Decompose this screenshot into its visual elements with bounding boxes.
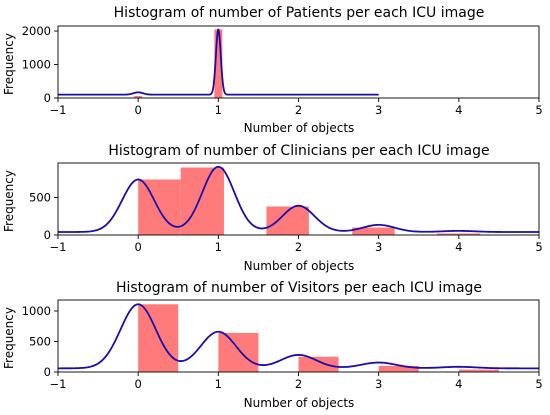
panel-title-clinicians: Histogram of number of Clinicians per ea… <box>108 143 489 159</box>
histogram-bar-clinicians-1 <box>181 168 224 236</box>
y-tick-label-visitors-0: 0 <box>44 365 51 379</box>
x-tick-label-patients--1: −1 <box>50 103 67 117</box>
panel-patients: Histogram of number of Patients per each… <box>2 5 543 135</box>
x-tick-label-clinicians-3: 3 <box>375 240 382 254</box>
panel-title-patients: Histogram of number of Patients per each… <box>114 5 485 21</box>
x-tick-label-clinicians-0: 0 <box>135 240 142 254</box>
x-axis-label-patients: Number of objects <box>244 121 355 135</box>
x-tick-label-patients-3: 3 <box>375 103 382 117</box>
axes-frame-patients <box>58 26 539 98</box>
panel-clinicians: Histogram of number of Clinicians per ea… <box>2 143 543 273</box>
y-tick-label-clinicians-500: 500 <box>29 191 51 205</box>
x-tick-label-visitors-0: 0 <box>135 377 142 391</box>
x-tick-label-clinicians--1: −1 <box>50 240 67 254</box>
y-tick-label-patients-2000: 2000 <box>22 24 51 38</box>
x-axis-label-clinicians: Number of objects <box>244 259 355 273</box>
y-axis-label-clinicians: Frequency <box>2 170 16 232</box>
y-tick-label-visitors-500: 500 <box>29 334 51 348</box>
x-tick-label-visitors-5: 5 <box>535 377 542 391</box>
x-tick-label-visitors-3: 3 <box>375 377 382 391</box>
x-tick-label-patients-1: 1 <box>215 103 222 117</box>
x-tick-label-clinicians-4: 4 <box>455 240 462 254</box>
x-tick-label-patients-2: 2 <box>295 103 302 117</box>
x-axis-label-visitors: Number of objects <box>244 396 355 410</box>
x-tick-label-patients-0: 0 <box>135 103 142 117</box>
x-tick-label-clinicians-2: 2 <box>295 240 302 254</box>
y-tick-label-patients-1000: 1000 <box>22 58 51 72</box>
x-tick-label-patients-4: 4 <box>455 103 462 117</box>
histogram-bar-visitors-2 <box>299 357 339 372</box>
x-tick-label-visitors-2: 2 <box>295 377 302 391</box>
panel-visitors: Histogram of number of Visitors per each… <box>2 280 543 410</box>
y-tick-label-visitors-1000: 1000 <box>22 304 51 318</box>
y-tick-label-patients-0: 0 <box>44 91 51 105</box>
x-tick-label-visitors-1: 1 <box>215 377 222 391</box>
histogram-bar-visitors-0 <box>138 304 178 372</box>
y-axis-label-patients: Frequency <box>2 33 16 95</box>
x-tick-label-clinicians-5: 5 <box>535 240 542 254</box>
x-tick-label-visitors-4: 4 <box>455 377 462 391</box>
x-tick-label-patients-5: 5 <box>535 103 542 117</box>
y-axis-label-visitors: Frequency <box>2 307 16 369</box>
x-tick-label-clinicians-1: 1 <box>215 240 222 254</box>
x-tick-label-visitors--1: −1 <box>50 377 67 391</box>
histogram-bar-visitors-1 <box>218 333 258 372</box>
panel-title-visitors: Histogram of number of Visitors per each… <box>116 280 482 296</box>
y-tick-label-clinicians-0: 0 <box>44 228 51 242</box>
